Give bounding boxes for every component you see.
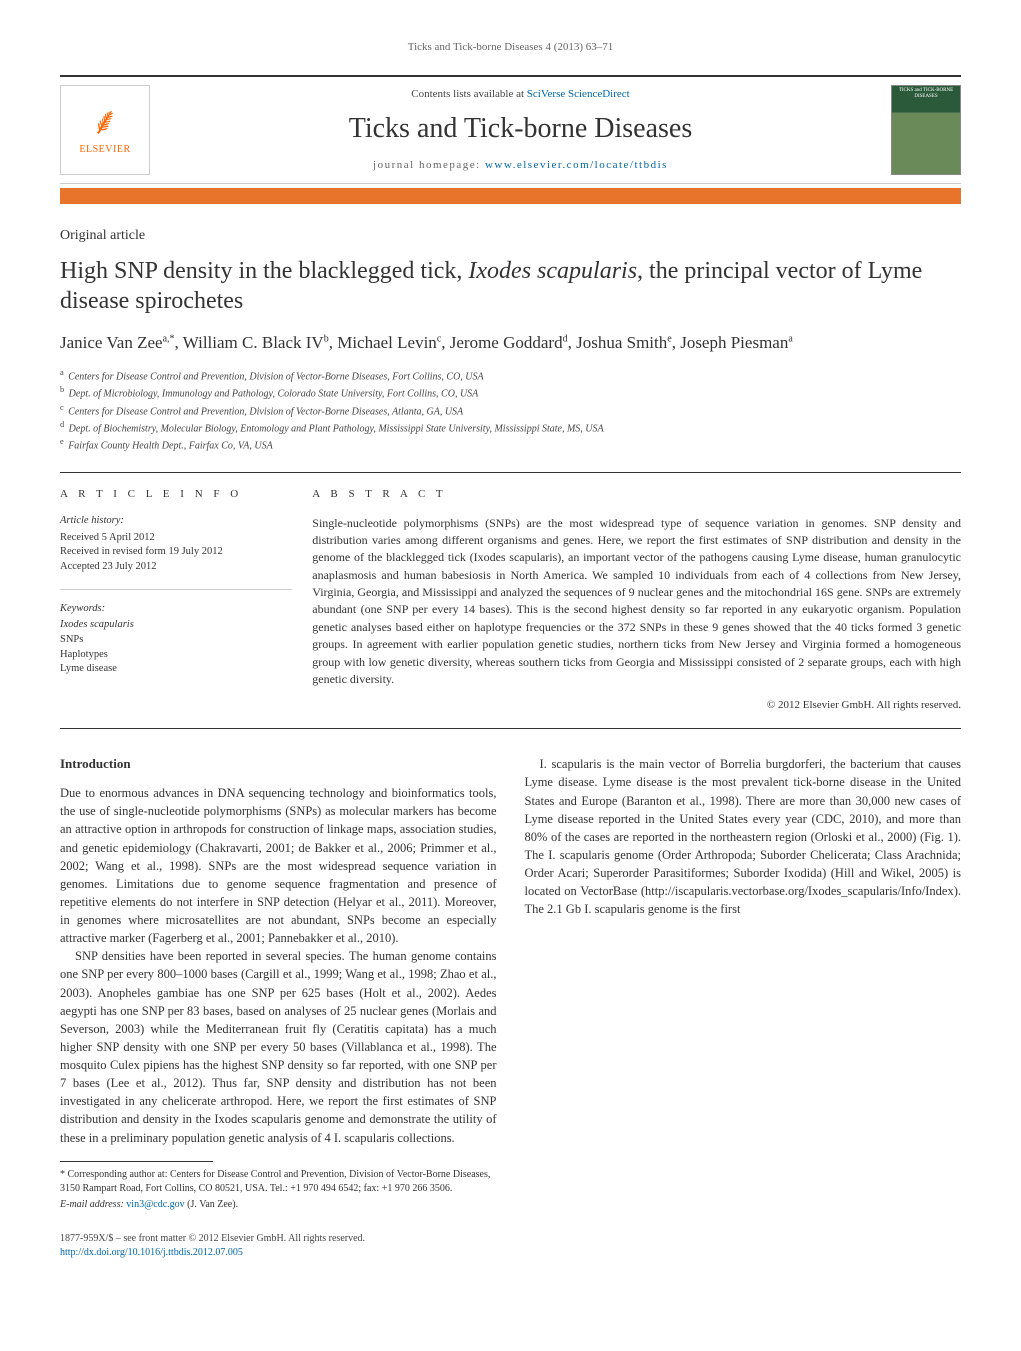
keywords-heading: Keywords:: [60, 602, 292, 617]
title-species: Ixodes scapularis: [468, 258, 637, 284]
keyword: Ixodes scapularis: [60, 618, 292, 633]
history-accepted: Accepted 23 July 2012: [60, 560, 292, 575]
contents-available-line: Contents lists available at SciVerse Sci…: [168, 87, 873, 102]
email-label: E-mail address:: [60, 1199, 126, 1210]
body-paragraph: I. scapularis is the main vector of Borr…: [525, 755, 962, 918]
article-title: High SNP density in the blacklegged tick…: [60, 256, 961, 316]
author-list: Janice Van Zeea,*, William C. Black IVb,…: [60, 332, 961, 355]
publisher-logo: ⸙ ELSEVIER: [60, 85, 150, 175]
front-matter-line: 1877-959X/$ – see front matter © 2012 El…: [60, 1232, 961, 1246]
footnotes: * Corresponding author at: Centers for D…: [60, 1168, 497, 1212]
corresponding-email-link[interactable]: vin3@cdc.gov: [126, 1199, 184, 1210]
masthead: ⸙ ELSEVIER Contents lists available at S…: [60, 75, 961, 184]
page-footer: 1877-959X/$ – see front matter © 2012 El…: [60, 1232, 961, 1260]
article-history: Article history: Received 5 April 2012 R…: [60, 514, 292, 575]
footnote-separator: [60, 1161, 213, 1162]
sciencedirect-link[interactable]: SciVerse ScienceDirect: [527, 88, 630, 100]
body-two-column: Introduction Due to enormous advances in…: [60, 755, 961, 1213]
section-heading-introduction: Introduction: [60, 755, 497, 774]
abstract-copyright: © 2012 Elsevier GmbH. All rights reserve…: [312, 698, 961, 714]
publisher-name: ELSEVIER: [79, 143, 130, 157]
body-paragraph: Due to enormous advances in DNA sequenci…: [60, 784, 497, 947]
title-pre: High SNP density in the blacklegged tick…: [60, 258, 468, 284]
body-paragraph: SNP densities have been reported in seve…: [60, 947, 497, 1146]
masthead-center: Contents lists available at SciVerse Sci…: [168, 87, 873, 173]
abstract-label: A B S T R A C T: [312, 487, 961, 503]
email-line: E-mail address: vin3@cdc.gov (J. Van Zee…: [60, 1198, 497, 1212]
abstract-text: Single-nucleotide polymorphisms (SNPs) a…: [312, 515, 961, 689]
running-head: Ticks and Tick-borne Diseases 4 (2013) 6…: [60, 40, 961, 55]
keywords-block: Keywords: Ixodes scapularis SNPs Haploty…: [60, 602, 292, 677]
email-attribution: (J. Van Zee).: [185, 1199, 238, 1210]
homepage-prefix: journal homepage:: [373, 159, 485, 171]
contents-prefix: Contents lists available at: [411, 88, 526, 100]
doi-link[interactable]: http://dx.doi.org/10.1016/j.ttbdis.2012.…: [60, 1247, 243, 1258]
affiliations: a Centers for Disease Control and Preven…: [60, 367, 961, 454]
journal-title: Ticks and Tick-borne Diseases: [168, 109, 873, 148]
history-revised: Received in revised form 19 July 2012: [60, 545, 292, 560]
accent-bar: [60, 188, 961, 204]
keyword: Haplotypes: [60, 648, 292, 663]
keyword: SNPs: [60, 633, 292, 648]
cover-text: TICKS and TICK-BORNE DISEASES: [894, 88, 958, 99]
info-abstract-row: A R T I C L E I N F O Article history: R…: [60, 472, 961, 730]
article-type: Original article: [60, 226, 961, 246]
article-info-label: A R T I C L E I N F O: [60, 487, 292, 502]
history-heading: Article history:: [60, 514, 292, 529]
journal-homepage-link[interactable]: www.elsevier.com/locate/ttbdis: [485, 159, 668, 171]
history-received: Received 5 April 2012: [60, 531, 292, 546]
elsevier-tree-icon: ⸙: [91, 103, 120, 141]
keyword: Lyme disease: [60, 662, 292, 677]
journal-homepage-line: journal homepage: www.elsevier.com/locat…: [168, 158, 873, 173]
article-info-column: A R T I C L E I N F O Article history: R…: [60, 487, 312, 715]
corresponding-author-note: * Corresponding author at: Centers for D…: [60, 1168, 497, 1196]
info-divider: [60, 589, 292, 590]
journal-cover-thumbnail: TICKS and TICK-BORNE DISEASES: [891, 85, 961, 175]
abstract-column: A B S T R A C T Single-nucleotide polymo…: [312, 487, 961, 715]
